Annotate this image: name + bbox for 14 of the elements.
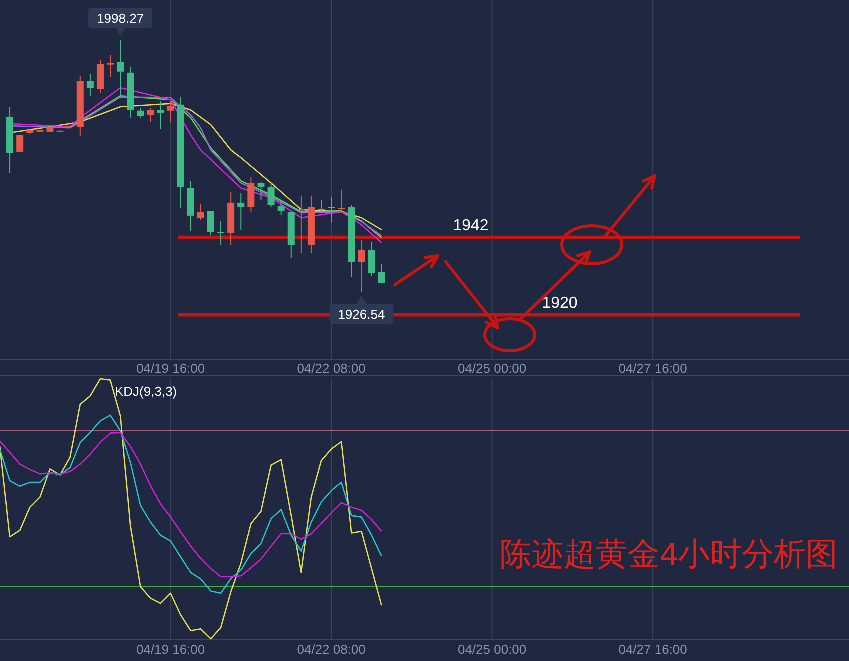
x-tick-label: 04/27 16:00 xyxy=(618,361,688,376)
chart-title: KDJ(9,3,3) xyxy=(115,384,178,399)
x-tick-label: 04/19 16:00 xyxy=(136,642,206,657)
ref-line-label: 1942 xyxy=(453,218,489,235)
x-tick-label: 04/25 00:00 xyxy=(458,361,527,376)
x-tick-label: 04/22 08:00 xyxy=(297,642,366,657)
x-tick-label: 04/22 08:00 xyxy=(297,361,366,376)
annotation: 1926.54 xyxy=(338,307,386,322)
annotation: 陈迹超黄金4小时分析图 xyxy=(500,536,838,572)
ref-line-label: 1920 xyxy=(542,294,578,312)
x-tick-label: 04/27 16:00 xyxy=(618,642,688,657)
annotation: 1998.27 xyxy=(97,11,144,26)
x-tick-label: 04/19 16:00 xyxy=(136,361,206,376)
x-tick-label: 04/25 00:00 xyxy=(458,642,527,657)
